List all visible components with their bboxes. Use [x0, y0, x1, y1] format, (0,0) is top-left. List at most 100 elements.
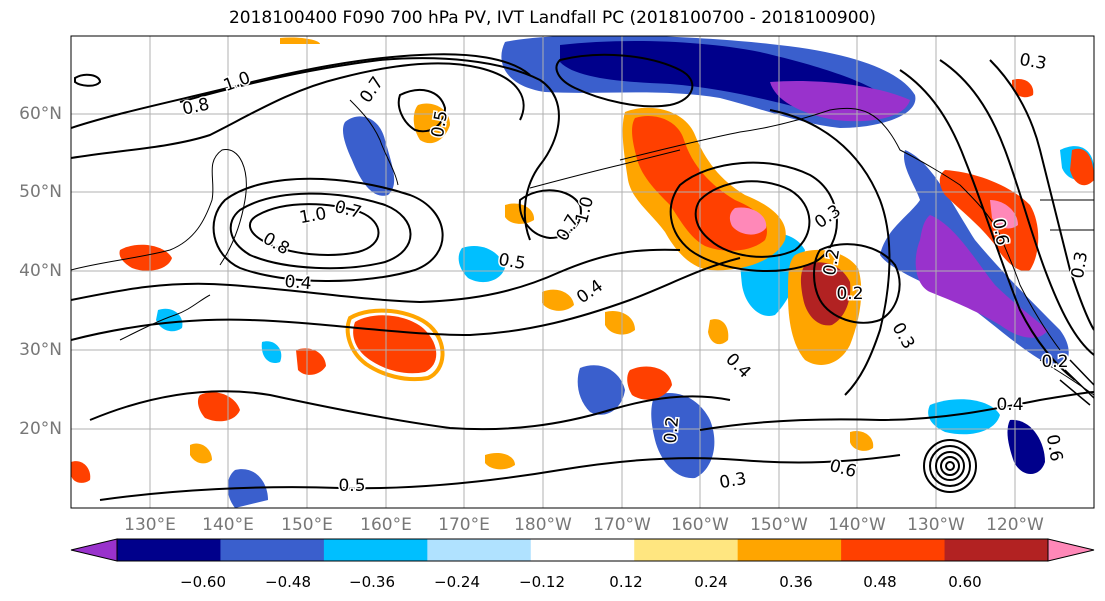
- contour-small-north: [74, 73, 102, 87]
- colorbar-right-arrow: [1047, 538, 1095, 562]
- shade-negative-south: [651, 392, 715, 479]
- colorbar-left-arrow: [70, 538, 118, 562]
- shade-negative-south-central: [577, 365, 625, 415]
- colorbar-tick-label: −0.36: [349, 573, 395, 591]
- colorbar-segment: [841, 539, 946, 561]
- contour-label: 0.5: [338, 476, 365, 496]
- shade-positive-small-h: [627, 366, 672, 400]
- lat-label-30n: 30°N: [19, 340, 62, 360]
- colorbar-segment: [117, 539, 221, 561]
- contour-label: 0.2: [1041, 352, 1068, 372]
- shade-positive-small-i: [190, 443, 212, 464]
- contour-east-3: [989, 59, 1094, 331]
- coast-alaska: [619, 107, 1061, 351]
- coast-aleutians: [529, 149, 681, 189]
- lat-label-20n: 20°N: [19, 419, 62, 439]
- figure-title: 2018100400 F090 700 hPa PV, IVT Landfall…: [228, 8, 876, 28]
- colorbar-tick-label: −0.12: [519, 573, 565, 591]
- colorbar-tick-label: 0.12: [609, 573, 643, 591]
- shade-positive-small-n: [708, 319, 729, 345]
- lon-label-150w: 150°W: [750, 515, 808, 535]
- coast-north-america: [1040, 199, 1094, 231]
- shade-positive-small-k: [280, 37, 320, 44]
- map-frame: [70, 35, 1095, 509]
- lon-label-120w: 120°W: [986, 515, 1044, 535]
- hatched-contours-se: [1059, 359, 1094, 406]
- shade-positive-coast: [939, 170, 1039, 272]
- shade-positive-coast-pink: [990, 200, 1018, 229]
- shade-positive-small-e: [505, 203, 535, 224]
- shade-positive-small-j: [485, 453, 515, 470]
- shade-negative-small-b: [261, 341, 282, 364]
- lat-label-50n: 50°N: [19, 182, 62, 202]
- shade-positive-west-blob-ring: [345, 308, 445, 382]
- contour-label: 0.4: [996, 395, 1023, 415]
- shade-positive-small-f: [542, 289, 574, 311]
- coast-kamchatka: [349, 99, 399, 186]
- shade-positive-small-l: [1012, 78, 1034, 98]
- colorbar-tick-label: −0.48: [265, 573, 311, 591]
- contour-label: 0.2: [661, 416, 683, 445]
- colorbar-tick-label: 0.36: [779, 573, 813, 591]
- coast-japan: [119, 294, 211, 341]
- colorbar-tick-label: 0.48: [863, 573, 897, 591]
- lat-label-60n: 60°N: [19, 104, 62, 124]
- shade-negative-southeast: [928, 399, 1000, 435]
- cyclone-contours: [923, 439, 977, 493]
- colorbar-segment: [323, 539, 428, 561]
- contour-north-3: [179, 57, 560, 241]
- shade-negative-mid: [458, 246, 505, 283]
- contour-west-low-mid: [229, 192, 412, 270]
- lon-label-150e: 150°E: [281, 515, 333, 535]
- contour-central-loop-2: [669, 161, 838, 272]
- contour-west-low-inner: [249, 203, 380, 256]
- contour-mid-1: [71, 248, 681, 304]
- shade-positive-small-m: [1070, 148, 1094, 186]
- lon-label-160e: 160°E: [360, 515, 412, 535]
- contour-east-2: [939, 59, 1094, 356]
- shade-negative-purple-north: [770, 80, 910, 122]
- contour-east-1: [899, 69, 1076, 381]
- shade-positive-north-pink: [729, 207, 767, 235]
- contour-mid-2: [71, 257, 741, 341]
- colorbar-segment: [634, 539, 739, 561]
- contour-label: 0.3: [1068, 250, 1092, 280]
- lon-label-180w: 180°W: [514, 515, 572, 535]
- map-panel: 1.00.80.70.51.0 0.70.80.40.50.71.00.40.40…: [71, 36, 1094, 508]
- contour-west-low-outer: [212, 177, 444, 282]
- contour-label: 0.3: [718, 469, 748, 493]
- contour-south-2: [99, 454, 901, 501]
- contour-pacific-loop: [518, 189, 582, 240]
- contour-label: 0.4: [284, 272, 313, 294]
- colorbar-tick-label: 0.24: [694, 573, 728, 591]
- contour-central-loop: [694, 180, 811, 258]
- lon-label-130e: 130°E: [124, 515, 176, 535]
- graticule: [71, 36, 1094, 508]
- colorbar-tick-label: 0.60: [948, 573, 982, 591]
- lon-label-170e: 170°E: [438, 515, 490, 535]
- contour-kamchatka-loop: [397, 88, 447, 133]
- shade-positive-small-o: [850, 430, 874, 451]
- coastlines: [71, 99, 1094, 396]
- contour-north-2: [71, 53, 531, 129]
- shade-positive-small-g: [605, 310, 635, 335]
- colorbar-segment: [220, 539, 325, 561]
- colorbar-frame: [116, 538, 1049, 562]
- coast-east-asia: [71, 149, 247, 271]
- shade-positive-small-c: [197, 392, 240, 422]
- contour-north-1: [71, 62, 525, 159]
- colorbar-tick-label: −0.24: [434, 573, 480, 591]
- colorbar-segment: [944, 539, 1049, 561]
- lon-label-140w: 140°W: [828, 515, 886, 535]
- colorbar-tick-label: −0.60: [180, 573, 226, 591]
- lat-label-40n: 40°N: [19, 261, 62, 281]
- colorbar-segment: [427, 539, 532, 561]
- lon-label-140e: 140°E: [202, 515, 254, 535]
- contour-aleutian-low: [555, 53, 694, 108]
- contour-trough-east: [769, 109, 891, 396]
- contour-mid-east-loop: [813, 243, 901, 324]
- colorbar-segment: [737, 539, 842, 561]
- contour-southeast: [699, 391, 1094, 431]
- contour-label: 0.6: [988, 217, 1012, 247]
